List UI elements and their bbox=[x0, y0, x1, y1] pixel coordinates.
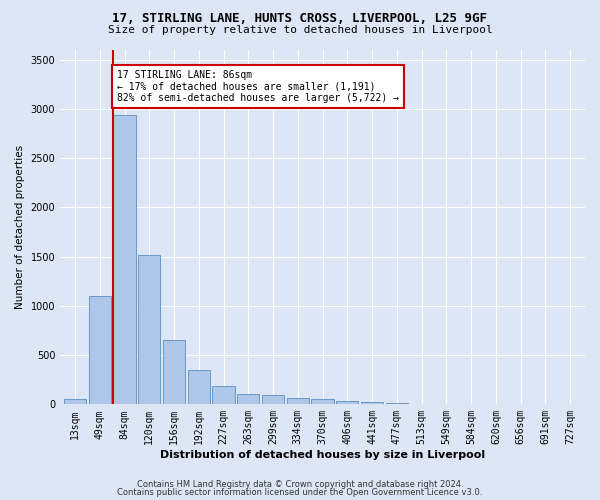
Bar bbox=[287, 398, 309, 404]
Bar bbox=[311, 399, 334, 404]
Bar bbox=[262, 396, 284, 404]
Bar bbox=[188, 370, 210, 404]
Bar bbox=[163, 340, 185, 404]
Bar bbox=[89, 296, 111, 405]
Bar bbox=[64, 399, 86, 404]
Bar bbox=[212, 386, 235, 404]
Text: Size of property relative to detached houses in Liverpool: Size of property relative to detached ho… bbox=[107, 25, 493, 35]
Bar bbox=[138, 254, 160, 404]
Text: 17, STIRLING LANE, HUNTS CROSS, LIVERPOOL, L25 9GF: 17, STIRLING LANE, HUNTS CROSS, LIVERPOO… bbox=[113, 12, 487, 26]
Text: Contains HM Land Registry data © Crown copyright and database right 2024.: Contains HM Land Registry data © Crown c… bbox=[137, 480, 463, 489]
Bar bbox=[113, 115, 136, 405]
Bar bbox=[336, 402, 358, 404]
Bar bbox=[361, 402, 383, 404]
Y-axis label: Number of detached properties: Number of detached properties bbox=[15, 145, 25, 309]
Bar bbox=[237, 394, 259, 404]
Text: Contains public sector information licensed under the Open Government Licence v3: Contains public sector information licen… bbox=[118, 488, 482, 497]
Text: 17 STIRLING LANE: 86sqm
← 17% of detached houses are smaller (1,191)
82% of semi: 17 STIRLING LANE: 86sqm ← 17% of detache… bbox=[117, 70, 399, 103]
X-axis label: Distribution of detached houses by size in Liverpool: Distribution of detached houses by size … bbox=[160, 450, 485, 460]
